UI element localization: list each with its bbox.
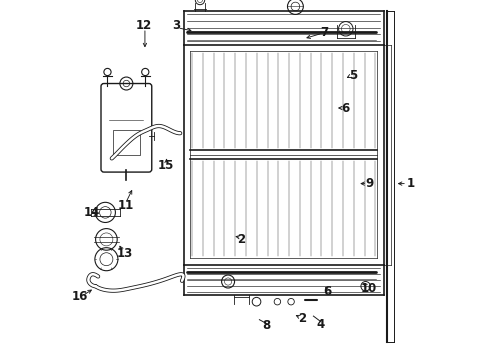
Text: 6: 6 (324, 285, 332, 298)
Text: 15: 15 (158, 159, 174, 172)
Text: 12: 12 (136, 19, 152, 32)
Text: 10: 10 (361, 282, 377, 294)
Text: 7: 7 (320, 26, 328, 39)
Text: 11: 11 (118, 199, 134, 212)
Text: 13: 13 (116, 247, 132, 260)
Text: 1: 1 (407, 177, 415, 190)
Text: 6: 6 (342, 102, 350, 114)
Text: 14: 14 (84, 206, 100, 219)
Text: 2: 2 (237, 233, 245, 246)
Text: 9: 9 (365, 177, 373, 190)
Text: 2: 2 (298, 312, 307, 325)
Text: 4: 4 (317, 318, 325, 330)
Text: 16: 16 (71, 291, 88, 303)
Text: 5: 5 (349, 69, 357, 82)
Bar (113, 130, 140, 155)
Text: 8: 8 (263, 319, 270, 332)
Text: 3: 3 (172, 19, 181, 32)
